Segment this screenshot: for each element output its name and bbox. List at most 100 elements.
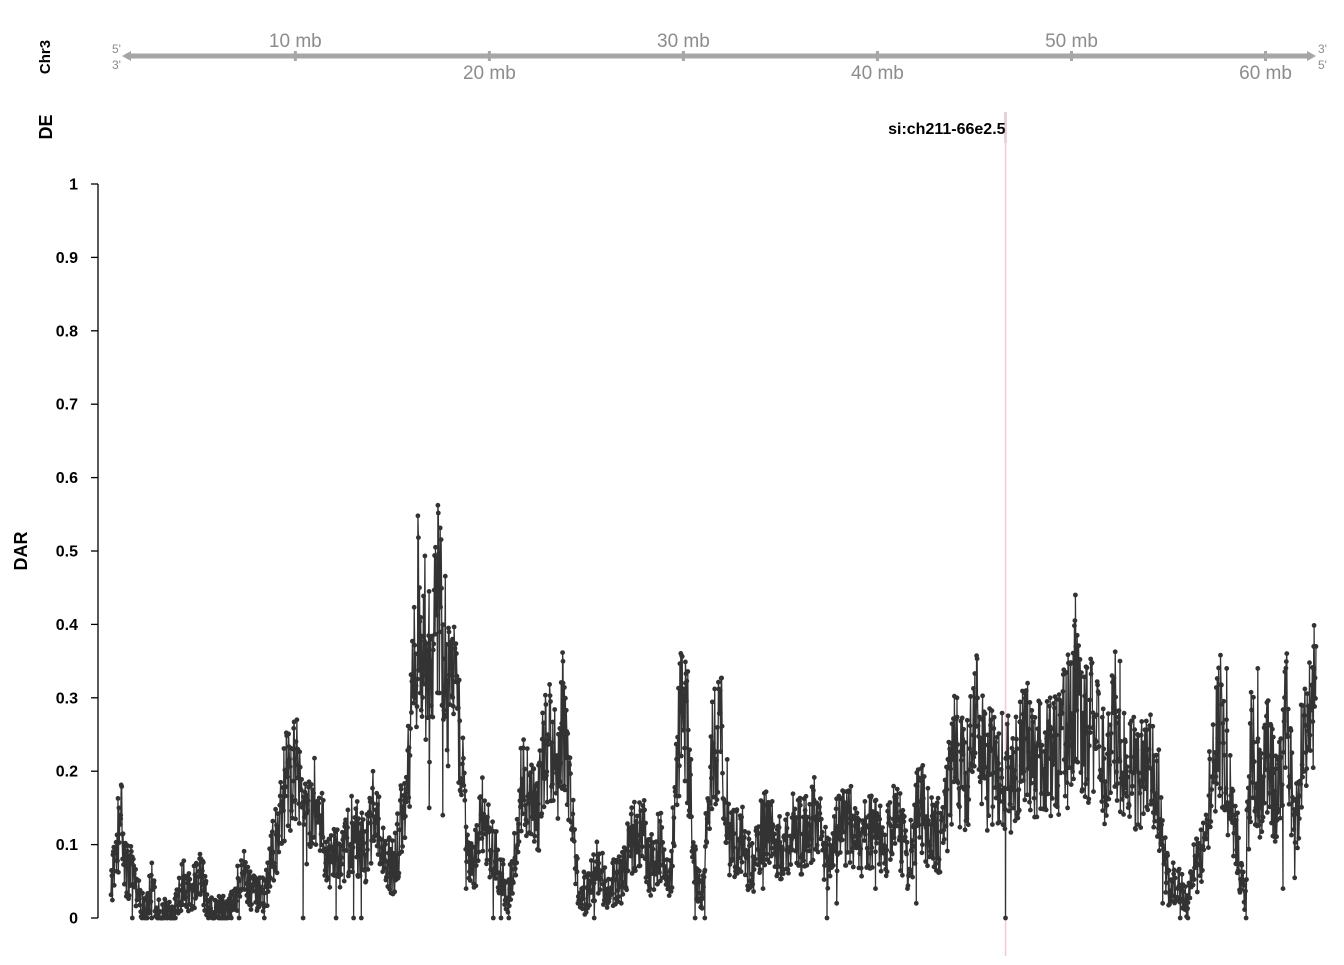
dar-point [905,883,911,889]
dar-point [617,868,623,874]
dar-point [967,723,973,729]
dar-point [1099,714,1105,720]
dar-point [1089,660,1095,666]
dar-point [397,798,403,803]
dar-point [630,832,636,837]
dar-point [571,838,577,844]
dar-point [301,822,307,827]
dar-point [1016,787,1022,793]
dar-point [1290,812,1296,817]
dar-point [960,752,966,757]
dar-point [707,801,713,807]
dar-point [174,893,179,899]
dar-point [311,834,317,840]
dar-point [1040,766,1046,772]
dar-point [1144,727,1150,732]
dar-point [1074,632,1080,638]
dar-point [719,675,724,681]
dar-point [338,872,344,877]
dar-point [435,502,441,508]
dar-point [1111,759,1117,764]
dar-point [1091,789,1096,794]
dar-point [481,811,487,817]
dar-point [398,786,404,792]
dar-point [350,869,355,875]
dar-point [919,850,925,856]
dar-point [984,795,990,801]
dar-point [590,888,596,893]
dar-point [1273,766,1279,772]
dar-point [620,849,625,855]
dar-point [792,806,798,812]
dar-point [200,860,206,865]
dar-point [727,872,732,878]
dar-point [267,884,273,889]
dar-point [541,720,546,726]
dar-point [451,624,457,630]
dar-point [443,714,449,719]
dar-point [238,858,244,863]
dar-point [900,872,905,878]
dar-point [368,860,374,866]
dar-point [921,774,927,779]
dar-point [702,915,708,921]
dar-point [269,857,274,863]
dar-point [1032,715,1038,720]
dar-point [339,855,344,860]
dar-point [927,843,933,848]
dar-point [826,837,832,842]
dar-point [1253,785,1259,791]
dar-point [1301,769,1306,774]
dar-point [406,795,412,800]
dar-point [386,835,392,841]
dar-point [1141,811,1146,817]
dar-point [982,711,988,717]
dar-point [943,823,949,829]
dar-point [313,809,318,814]
dar-point [1223,786,1229,791]
dar-point [1146,758,1151,763]
dar-point [402,781,407,786]
dar-point [684,678,690,684]
dar-point [1212,764,1217,770]
dar-point [809,836,814,842]
dar-point [942,777,948,783]
dar-point [1098,777,1104,783]
dar-point [827,873,833,879]
dar-point [501,890,507,895]
dar-point [560,650,565,655]
dar-point [1078,674,1083,679]
dar-point [352,838,358,844]
dar-point [1310,719,1316,724]
dar-point [1008,755,1013,760]
dar-point [375,852,381,857]
dar-point [1245,785,1251,791]
dar-point [110,897,115,903]
dar-point [118,812,124,818]
dar-point [152,884,158,890]
dar-point [615,888,621,893]
dar-point [1256,813,1261,819]
dar-point [1094,712,1100,718]
dar-point [923,859,928,864]
dar-point [672,789,678,794]
dar-point [399,849,405,855]
dar-point [440,812,446,818]
dar-point [876,861,882,867]
dar-point [1270,726,1275,732]
dar-point [1282,669,1288,675]
dar-point [626,849,631,854]
dar-point [979,717,985,722]
dar-point [1302,723,1308,728]
dar-point [727,862,733,867]
dar-point [588,858,594,863]
dar-point [917,835,922,840]
dar-point [511,880,516,886]
dar-point [920,763,926,768]
dar-point [1231,853,1236,859]
dar-point [1080,726,1086,732]
dar-point [384,874,390,880]
dar-point [637,863,643,869]
dar-point [639,844,645,850]
dar-point [749,841,755,846]
